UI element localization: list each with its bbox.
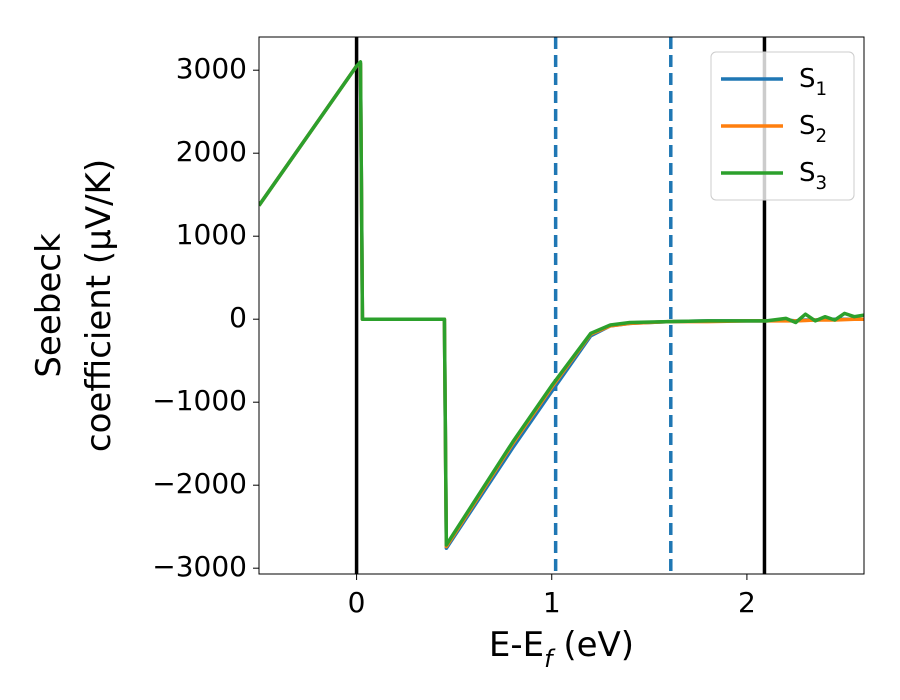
series-line (259, 60, 864, 547)
x-tick-label: 1 (543, 586, 561, 619)
y-tick-label: −2000 (152, 467, 247, 500)
y-tick-label: 1000 (176, 218, 247, 251)
y-tick-label: −1000 (152, 384, 247, 417)
y-tick-label: 0 (229, 301, 247, 334)
x-tick-label: 0 (348, 586, 366, 619)
legend-label: S1 (799, 64, 827, 100)
legend-label: S3 (799, 158, 827, 194)
y-tick-label: −3000 (152, 550, 247, 583)
y-axis-label: Seebeck (29, 233, 69, 378)
axes-frame (258, 36, 865, 575)
x-axis-label: E-Ef (eV) (489, 625, 634, 673)
y-tick-label: 2000 (176, 135, 247, 168)
y-tick-label: 3000 (176, 52, 247, 85)
x-tick-label: 2 (738, 586, 756, 619)
legend-label: S2 (799, 111, 827, 147)
y-axis-label: coefficient (μV/K) (79, 159, 119, 452)
